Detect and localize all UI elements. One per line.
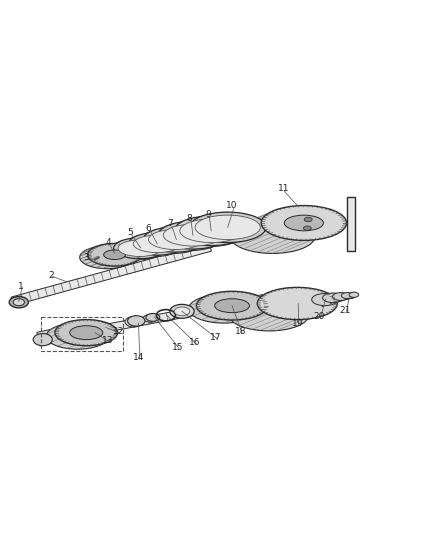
- Ellipse shape: [118, 240, 162, 256]
- Ellipse shape: [13, 298, 25, 305]
- Ellipse shape: [110, 239, 163, 260]
- Ellipse shape: [332, 293, 349, 301]
- Ellipse shape: [9, 296, 28, 308]
- Text: 8: 8: [187, 214, 192, 223]
- Ellipse shape: [215, 298, 250, 313]
- Text: 19: 19: [292, 319, 303, 328]
- Polygon shape: [346, 197, 355, 251]
- Ellipse shape: [284, 215, 323, 231]
- Ellipse shape: [70, 326, 103, 340]
- Ellipse shape: [180, 219, 243, 243]
- Ellipse shape: [33, 334, 52, 346]
- Polygon shape: [11, 243, 212, 305]
- Ellipse shape: [312, 294, 338, 305]
- Ellipse shape: [189, 212, 266, 243]
- Ellipse shape: [309, 294, 335, 306]
- Ellipse shape: [349, 292, 359, 297]
- Text: 9: 9: [205, 210, 211, 219]
- Ellipse shape: [163, 224, 223, 246]
- Ellipse shape: [322, 293, 343, 303]
- Ellipse shape: [196, 292, 268, 320]
- Text: 13: 13: [102, 336, 114, 345]
- Ellipse shape: [128, 232, 186, 255]
- Ellipse shape: [127, 316, 145, 326]
- Text: 6: 6: [145, 224, 152, 233]
- Ellipse shape: [346, 293, 356, 298]
- Text: 4: 4: [105, 238, 111, 247]
- Ellipse shape: [304, 217, 312, 222]
- Ellipse shape: [261, 206, 346, 240]
- Ellipse shape: [80, 246, 134, 269]
- Text: 18: 18: [235, 327, 247, 336]
- Text: 11: 11: [278, 184, 289, 192]
- Text: 21: 21: [339, 305, 351, 314]
- Text: 12: 12: [113, 327, 124, 336]
- Polygon shape: [37, 324, 80, 346]
- Ellipse shape: [140, 228, 204, 254]
- Text: 15: 15: [172, 343, 184, 352]
- Text: 20: 20: [314, 312, 325, 321]
- Ellipse shape: [174, 307, 190, 316]
- Ellipse shape: [125, 234, 183, 256]
- Ellipse shape: [320, 294, 341, 303]
- Ellipse shape: [170, 304, 194, 318]
- Ellipse shape: [133, 235, 181, 253]
- Ellipse shape: [229, 298, 309, 331]
- Ellipse shape: [188, 294, 260, 323]
- Polygon shape: [110, 293, 272, 332]
- Ellipse shape: [304, 226, 311, 230]
- Ellipse shape: [143, 227, 208, 252]
- Ellipse shape: [330, 294, 346, 301]
- Ellipse shape: [55, 320, 117, 346]
- Ellipse shape: [46, 323, 109, 349]
- Ellipse shape: [148, 230, 202, 249]
- Text: 17: 17: [210, 333, 221, 342]
- Ellipse shape: [257, 287, 337, 320]
- Ellipse shape: [143, 314, 157, 322]
- Ellipse shape: [230, 219, 315, 254]
- Text: 3: 3: [83, 253, 89, 262]
- Ellipse shape: [187, 213, 264, 244]
- Ellipse shape: [174, 216, 248, 246]
- Ellipse shape: [195, 215, 260, 239]
- Ellipse shape: [155, 223, 224, 251]
- Text: 2: 2: [49, 271, 54, 280]
- Ellipse shape: [125, 317, 142, 327]
- Ellipse shape: [114, 238, 166, 259]
- Ellipse shape: [146, 313, 160, 321]
- Ellipse shape: [158, 221, 228, 249]
- Ellipse shape: [172, 217, 246, 247]
- Text: 5: 5: [127, 228, 133, 237]
- Ellipse shape: [88, 244, 141, 266]
- Ellipse shape: [104, 250, 125, 260]
- Ellipse shape: [339, 294, 352, 300]
- Text: 16: 16: [189, 338, 201, 347]
- Text: 10: 10: [226, 201, 238, 210]
- Text: 14: 14: [133, 353, 144, 362]
- Ellipse shape: [341, 293, 354, 298]
- Text: 7: 7: [167, 220, 173, 228]
- Text: 1: 1: [18, 281, 24, 290]
